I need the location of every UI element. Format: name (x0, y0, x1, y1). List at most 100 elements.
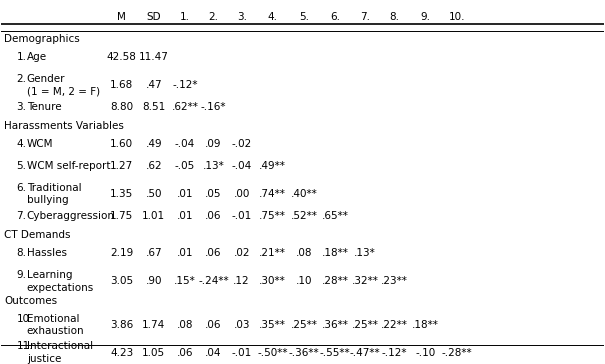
Text: -.16*: -.16* (201, 102, 226, 112)
Text: .25**: .25** (291, 320, 318, 330)
Text: Demographics: Demographics (4, 34, 80, 44)
Text: 9.: 9. (420, 12, 430, 22)
Text: 6.: 6. (330, 12, 340, 22)
Text: .36**: .36** (322, 320, 348, 330)
Text: .23**: .23** (381, 276, 408, 286)
Text: Outcomes: Outcomes (4, 296, 57, 306)
Text: 8.: 8. (390, 12, 400, 22)
Text: 1.75: 1.75 (110, 211, 134, 221)
Text: 5.: 5. (16, 161, 27, 171)
Text: .06: .06 (205, 248, 221, 258)
Text: Learning: Learning (27, 270, 72, 280)
Text: 3.: 3. (16, 102, 27, 112)
Text: Gender: Gender (27, 74, 65, 84)
Text: .15*: .15* (174, 276, 196, 286)
Text: .25**: .25** (352, 320, 379, 330)
Text: 1.74: 1.74 (142, 320, 165, 330)
Text: 8.80: 8.80 (110, 102, 133, 112)
Text: .01: .01 (177, 189, 194, 199)
Text: .01: .01 (177, 248, 194, 258)
Text: .06: .06 (205, 320, 221, 330)
Text: 1.60: 1.60 (110, 139, 133, 149)
Text: Traditional: Traditional (27, 183, 81, 193)
Text: Tenure: Tenure (27, 102, 61, 112)
Text: .21**: .21** (259, 248, 286, 258)
Text: 1.35: 1.35 (110, 189, 134, 199)
Text: 1.68: 1.68 (110, 80, 134, 90)
Text: .10: .10 (296, 276, 313, 286)
Text: CT Demands: CT Demands (4, 230, 71, 240)
Text: -.12*: -.12* (172, 80, 198, 90)
Text: .03: .03 (234, 320, 250, 330)
Text: -.01: -.01 (232, 211, 252, 221)
Text: .90: .90 (145, 276, 162, 286)
Text: Hassles: Hassles (27, 248, 67, 258)
Text: bullying: bullying (27, 195, 68, 205)
Text: .04: .04 (205, 348, 221, 358)
Text: 1.: 1. (16, 52, 27, 62)
Text: .18**: .18** (322, 248, 348, 258)
Text: 4.: 4. (16, 139, 27, 149)
Text: .32**: .32** (352, 276, 379, 286)
Text: .05: .05 (205, 189, 221, 199)
Text: 1.: 1. (180, 12, 190, 22)
Text: 7.: 7. (16, 211, 27, 221)
Text: -.24**: -.24** (198, 276, 229, 286)
Text: 11.: 11. (16, 341, 33, 351)
Text: .06: .06 (205, 211, 221, 221)
Text: .62**: .62** (172, 102, 198, 112)
Text: .08: .08 (296, 248, 313, 258)
Text: .00: .00 (234, 189, 250, 199)
Text: .47: .47 (145, 80, 162, 90)
Text: .13*: .13* (355, 248, 376, 258)
Text: -.05: -.05 (175, 161, 195, 171)
Text: .49**: .49** (259, 161, 286, 171)
Text: 5.: 5. (299, 12, 309, 22)
Text: Age: Age (27, 52, 47, 62)
Text: -.28**: -.28** (442, 348, 473, 358)
Text: 6.: 6. (16, 183, 27, 193)
Text: 1.01: 1.01 (142, 211, 165, 221)
Text: 2.19: 2.19 (110, 248, 134, 258)
Text: .02: .02 (234, 248, 250, 258)
Text: 11.47: 11.47 (139, 52, 169, 62)
Text: Interactional: Interactional (27, 341, 93, 351)
Text: 1.05: 1.05 (142, 348, 165, 358)
Text: .67: .67 (145, 248, 162, 258)
Text: 10.: 10. (16, 314, 33, 324)
Text: expectations: expectations (27, 282, 94, 293)
Text: .50: .50 (145, 189, 162, 199)
Text: 42.58: 42.58 (107, 52, 137, 62)
Text: 3.: 3. (237, 12, 247, 22)
Text: -.04: -.04 (175, 139, 195, 149)
Text: -.10: -.10 (415, 348, 436, 358)
Text: -.01: -.01 (232, 348, 252, 358)
Text: .13*: .13* (203, 161, 224, 171)
Text: .01: .01 (177, 211, 194, 221)
Text: -.02: -.02 (232, 139, 252, 149)
Text: 8.: 8. (16, 248, 27, 258)
Text: .08: .08 (177, 320, 194, 330)
Text: WCM: WCM (27, 139, 53, 149)
Text: 1.27: 1.27 (110, 161, 134, 171)
Text: M: M (117, 12, 126, 22)
Text: .49: .49 (145, 139, 162, 149)
Text: 10.: 10. (449, 12, 465, 22)
Text: .35**: .35** (259, 320, 286, 330)
Text: 9.: 9. (16, 270, 27, 280)
Text: justice: justice (27, 354, 61, 364)
Text: SD: SD (146, 12, 161, 22)
Text: Cyberaggression: Cyberaggression (27, 211, 115, 221)
Text: .09: .09 (205, 139, 221, 149)
Text: 4.23: 4.23 (110, 348, 134, 358)
Text: .62: .62 (145, 161, 162, 171)
Text: 4.: 4. (267, 12, 277, 22)
Text: .06: .06 (177, 348, 194, 358)
Text: -.50**: -.50** (257, 348, 287, 358)
Text: -.04: -.04 (232, 161, 252, 171)
Text: .12: .12 (234, 276, 250, 286)
Text: .40**: .40** (291, 189, 318, 199)
Text: -.36**: -.36** (289, 348, 319, 358)
Text: 3.86: 3.86 (110, 320, 134, 330)
Text: .52**: .52** (291, 211, 318, 221)
